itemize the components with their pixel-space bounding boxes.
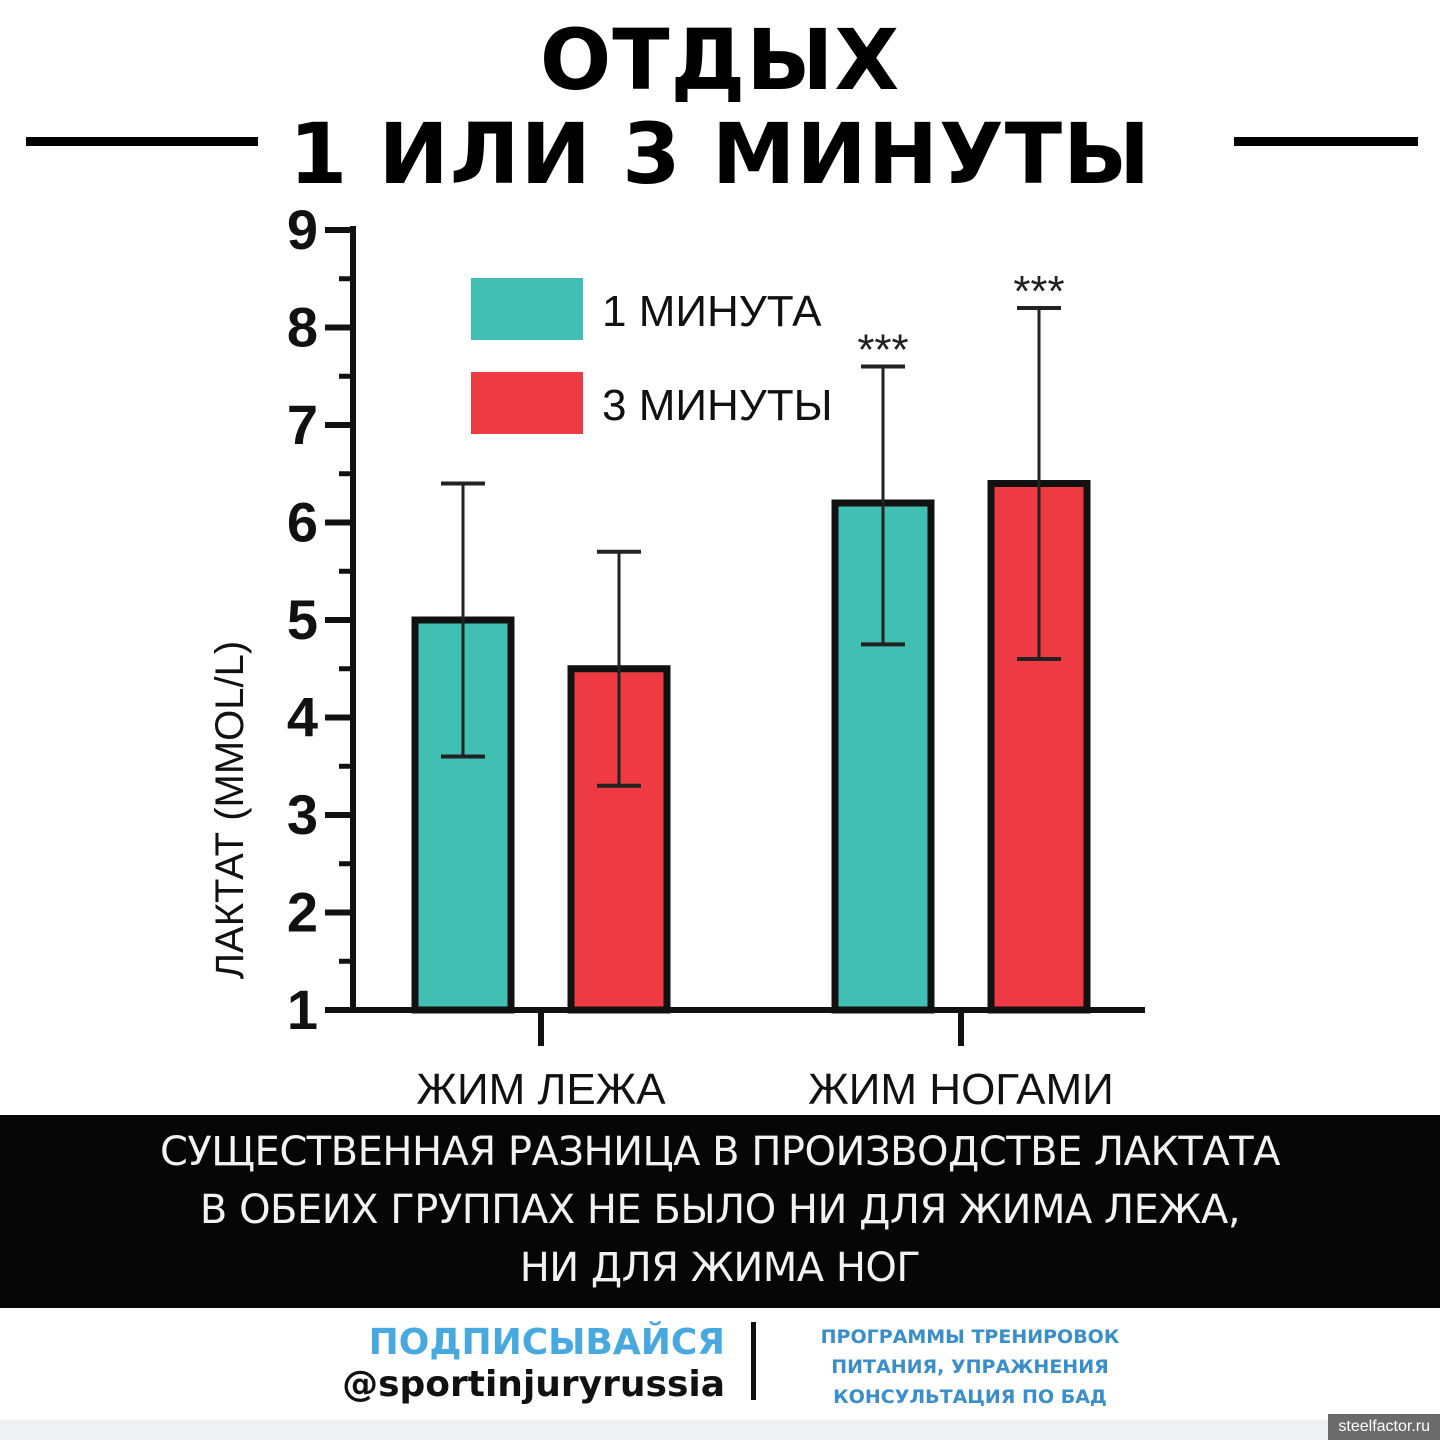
title-line-2: 1 ИЛИ 3 МИНУТЫ: [288, 105, 1152, 203]
banner-line-2: В ОБЕИХ ГРУППАХ НЕ БЫЛО НИ ДЛЯ ЖИМА ЛЕЖА…: [199, 1187, 1241, 1233]
banner-line-1: СУЩЕСТВЕННАЯ РАЗНИЦА В ПРОИЗВОДСТВЕ ЛАКТ…: [159, 1129, 1281, 1175]
bars: *** ***: [411, 267, 1091, 1014]
x-axis: ЖИМ ЛЕЖА ЖИМ НОГАМИ: [325, 1007, 1145, 1110]
legend-swatch: [471, 372, 583, 434]
lactate-bar-chart: 1 2 3 4 5 6 7 8 9 *** *** ЖИМ ЛЕЖА ЖИМ НОГАМИ 1 МИ…: [208, 198, 1145, 1110]
services-line-2: ПИТАНИЯ, УПРАЖНЕНИЯ: [831, 1356, 1109, 1378]
y-axis: 1 2 3 4 5 6 7 8 9: [287, 198, 356, 1041]
y-tick-label: 5: [287, 588, 318, 651]
account-handle[interactable]: @sportinjuryrussia: [342, 1364, 725, 1405]
subscribe-label[interactable]: ПОДПИСЫВАЙСЯ: [368, 1322, 725, 1363]
legend-swatch: [471, 278, 583, 340]
watermark: steelfactor.ru: [1328, 1414, 1440, 1440]
y-axis-title: ЛАКТАТ (MMOL/L): [208, 641, 252, 979]
legend: 1 МИНУТА 3 МИНУТЫ: [471, 278, 833, 434]
y-tick-label: 6: [287, 491, 318, 554]
legend-label: 1 МИНУТА: [602, 287, 822, 336]
bottom-strip: [0, 1420, 1440, 1440]
y-tick-label: 2: [287, 881, 318, 944]
footer: ПОДПИСЫВАЙСЯ @sportinjuryrussia ПРОГРАММ…: [0, 1308, 1440, 1420]
services-line-1: ПРОГРАММЫ ТРЕНИРОВОК: [820, 1326, 1120, 1348]
title-rule-right: [1234, 137, 1418, 146]
conclusion-banner: СУЩЕСТВЕННАЯ РАЗНИЦА В ПРОИЗВОДСТВЕ ЛАКТ…: [0, 1115, 1440, 1308]
legend-label: 3 МИНУТЫ: [602, 381, 833, 430]
title-rule-left: [26, 137, 258, 146]
services-list: ПРОГРАММЫ ТРЕНИРОВОК ПИТАНИЯ, УПРАЖНЕНИЯ…: [800, 1322, 1140, 1412]
x-category-label: ЖИМ НОГАМИ: [808, 1065, 1114, 1110]
x-category-label: ЖИМ ЛЕЖА: [416, 1065, 666, 1110]
significance-marker: ***: [1013, 267, 1064, 316]
significance-marker: ***: [857, 326, 908, 375]
services-line-3: КОНСУЛЬТАЦИЯ ПО БАД: [833, 1386, 1107, 1408]
title-line-1: ОТДЫХ: [539, 11, 901, 109]
banner-line-3: НИ ДЛЯ ЖИМА НОГ: [519, 1245, 921, 1291]
y-tick-label: 9: [287, 198, 318, 261]
y-tick-label: 7: [287, 393, 318, 456]
y-tick-label: 8: [287, 296, 318, 359]
y-tick-label: 3: [287, 783, 318, 846]
y-tick-label: 4: [287, 686, 318, 749]
y-tick-label: 1: [287, 978, 318, 1041]
footer-divider: [751, 1322, 756, 1400]
